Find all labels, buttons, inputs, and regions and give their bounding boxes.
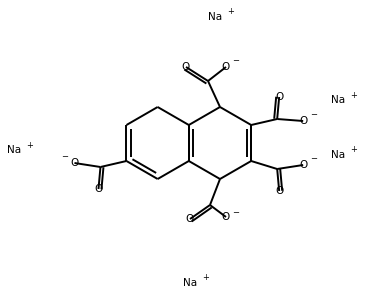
Text: +: + xyxy=(351,91,357,100)
Text: +: + xyxy=(27,140,33,150)
Text: Na: Na xyxy=(208,12,222,22)
Text: −: − xyxy=(310,154,316,164)
Text: O: O xyxy=(94,184,103,194)
Text: O: O xyxy=(275,186,283,196)
Text: O: O xyxy=(299,116,307,126)
Text: −: − xyxy=(61,153,68,162)
Text: −: − xyxy=(232,57,240,66)
Text: Na: Na xyxy=(331,150,345,160)
Text: Na: Na xyxy=(331,95,345,105)
Text: O: O xyxy=(275,92,283,102)
Text: −: − xyxy=(232,209,240,218)
Text: O: O xyxy=(182,62,190,72)
Text: +: + xyxy=(351,145,357,154)
Text: Na: Na xyxy=(183,278,197,288)
Text: O: O xyxy=(70,158,79,168)
Text: O: O xyxy=(186,214,194,224)
Text: +: + xyxy=(228,7,234,16)
Text: +: + xyxy=(202,274,209,283)
Text: O: O xyxy=(222,62,230,72)
Text: O: O xyxy=(222,212,230,222)
Text: Na: Na xyxy=(7,145,21,155)
Text: −: − xyxy=(310,111,316,119)
Text: O: O xyxy=(299,160,307,170)
